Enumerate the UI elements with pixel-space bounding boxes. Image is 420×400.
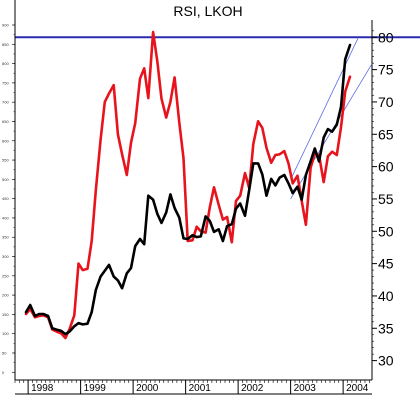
left-tick-label: 850 [2, 42, 9, 47]
left-tick-label: 750 [2, 80, 9, 85]
x-tick-label: 2000 [136, 383, 159, 394]
left-tick-label: 300 [2, 254, 9, 259]
axis-layer: 3035404550556065707580050100150200250300… [2, 0, 394, 395]
x-tick-label: 2001 [189, 383, 212, 394]
left-tick-label: 450 [2, 196, 9, 201]
series-line-black [24, 43, 352, 336]
left-tick-label: 500 [2, 177, 9, 182]
right-tick-label: 80 [378, 29, 394, 45]
left-tick-label: 350 [2, 235, 9, 240]
right-tick-label: 45 [378, 256, 394, 272]
left-tick-label: 550 [2, 158, 9, 163]
left-tick-label: 50 [2, 350, 7, 355]
right-tick-label: 35 [378, 320, 394, 336]
x-tick-label: 2004 [346, 383, 369, 394]
chart-title: RSI, LKOH [173, 3, 242, 19]
left-tick-label: 800 [2, 61, 9, 66]
right-tick-label: 60 [378, 159, 394, 175]
x-tick-label: 1999 [84, 383, 107, 394]
right-tick-label: 50 [378, 223, 394, 239]
right-tick-label: 65 [378, 126, 394, 142]
left-tick-label: 400 [2, 215, 9, 220]
series-line-red [24, 30, 352, 340]
right-tick-label: 55 [378, 191, 394, 207]
series-layer [24, 30, 373, 340]
right-tick-label: 75 [378, 62, 394, 78]
left-tick-label: 250 [2, 273, 9, 278]
trend-line [290, 38, 359, 180]
right-tick-label: 70 [378, 94, 394, 110]
x-tick-label: 2002 [241, 383, 264, 394]
left-tick-label: 650 [2, 119, 9, 124]
left-tick-label: 0 [2, 370, 5, 375]
left-tick-label: 900 [2, 23, 9, 28]
left-tick-label: 700 [2, 100, 9, 105]
left-tick-label: 600 [2, 138, 9, 143]
x-tick-label: 1998 [31, 383, 54, 394]
left-tick-label: 200 [2, 293, 9, 298]
x-tick-label: 2003 [294, 383, 317, 394]
left-tick-label: 100 [2, 331, 9, 336]
right-tick-label: 40 [378, 288, 394, 304]
left-tick-label: 150 [2, 312, 9, 317]
right-tick-label: 30 [378, 353, 394, 369]
